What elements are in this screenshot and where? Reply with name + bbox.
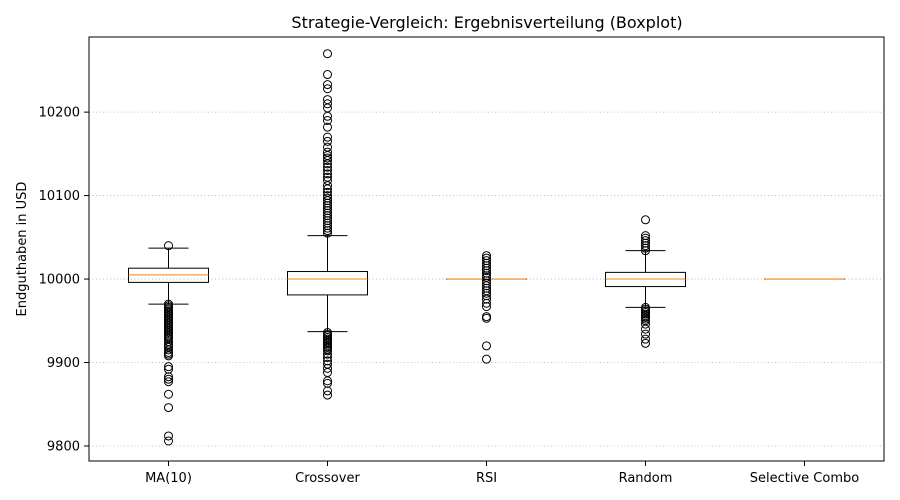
axes: 9800 9900 10000 10100 10200 MA(10) Crossover RS…	[39, 36, 885, 486]
outlier-point	[323, 184, 332, 194]
outlier-point	[164, 372, 173, 382]
outlier-point	[323, 169, 332, 179]
outlier-point	[482, 313, 491, 323]
outlier-point	[641, 338, 650, 348]
outlier-point	[323, 111, 332, 121]
outlier-point	[164, 351, 173, 361]
outlier-point	[323, 346, 332, 356]
outlier-point	[164, 362, 173, 372]
outlier-point	[323, 390, 332, 400]
y-axis-label: Endguthaben in USD	[15, 182, 30, 317]
outlier-point	[323, 386, 332, 396]
x-tick-label: Crossover	[295, 471, 360, 486]
outlier-point	[323, 122, 332, 132]
outlier-point	[482, 298, 491, 308]
outlier-point	[323, 228, 332, 238]
gridlines	[89, 111, 884, 447]
outlier-point	[323, 353, 332, 363]
outlier-point	[164, 345, 173, 355]
outlier-point	[641, 324, 650, 334]
outlier-point	[641, 246, 650, 256]
boxes	[128, 49, 845, 446]
outlier-point	[482, 266, 491, 276]
outlier-point	[641, 329, 650, 339]
outlier-point	[164, 403, 173, 413]
x-tick-label: Selective Combo	[750, 471, 859, 486]
plot-frame	[88, 36, 885, 462]
chart-title: Strategie-Vergleich: Ergebnisverteilung …	[291, 13, 682, 32]
y-tick-label: 10100	[39, 189, 80, 204]
outlier-point	[323, 80, 332, 90]
outlier-point	[641, 334, 650, 344]
outlier-point	[323, 136, 332, 146]
box-group-random	[605, 215, 686, 348]
outlier-point	[323, 166, 332, 176]
outlier-point	[323, 376, 332, 386]
outlier-point	[164, 389, 173, 399]
outlier-point	[323, 153, 332, 163]
outlier-point	[164, 431, 173, 441]
outlier-point	[323, 49, 332, 59]
outlier-point	[164, 374, 173, 384]
y-tick-label: 10200	[39, 106, 80, 121]
y-tick-label: 9900	[47, 356, 80, 371]
outlier-point	[323, 70, 332, 80]
x-tick-label: MA(10)	[145, 471, 192, 486]
outlier-point	[164, 377, 173, 387]
outlier-point	[323, 181, 332, 191]
y-tick-label: 10000	[39, 273, 80, 288]
outlier-point	[482, 341, 491, 351]
outlier-point	[482, 288, 491, 298]
outlier-point	[323, 162, 332, 172]
outlier-point	[323, 223, 332, 233]
box-group-crossover	[287, 49, 368, 400]
outlier-point	[323, 132, 332, 142]
outlier-point	[323, 349, 332, 359]
x-tick-label: Random	[619, 471, 673, 486]
box-iqr	[287, 271, 368, 296]
outlier-point	[323, 363, 332, 373]
outlier-point	[641, 243, 650, 253]
outlier-point	[323, 115, 332, 125]
box-group-ma-10	[128, 241, 209, 446]
outlier-point	[323, 159, 332, 169]
outlier-point	[323, 156, 332, 166]
outlier-point	[164, 436, 173, 446]
outlier-point	[323, 99, 332, 109]
outlier-point	[482, 302, 491, 312]
y-tick-label: 9800	[47, 439, 80, 454]
outlier-point	[323, 226, 332, 236]
box-group-rsi	[446, 251, 527, 364]
outlier-point	[164, 241, 173, 251]
outlier-point	[323, 84, 332, 94]
outlier-point	[641, 215, 650, 225]
outlier-point	[641, 319, 650, 329]
outlier-point	[641, 241, 650, 251]
x-tick-label: RSI	[476, 471, 497, 486]
outlier-point	[482, 354, 491, 364]
